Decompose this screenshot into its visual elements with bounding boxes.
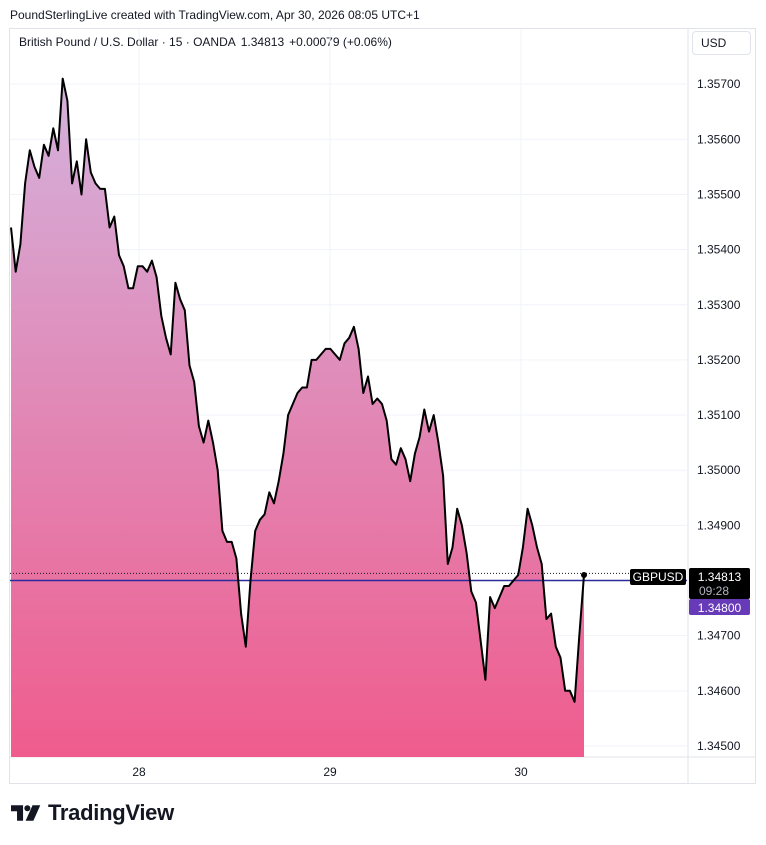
y-tick-label: 1.34900 bbox=[697, 518, 741, 532]
tradingview-logo-icon bbox=[11, 805, 41, 821]
legend-last-value: 1.34813 bbox=[240, 35, 285, 49]
y-tick-label: 1.35200 bbox=[697, 353, 741, 367]
price-axis: 1.35700 1.35600 1.35500 1.35400 1.35300 1.352… bbox=[697, 77, 741, 753]
y-tick-label: 1.35500 bbox=[697, 187, 741, 201]
price-area-fill bbox=[11, 78, 584, 758]
last-price-marker bbox=[581, 572, 587, 578]
y-tick-label: 1.35600 bbox=[697, 132, 741, 146]
current-price-text: 1.34813 bbox=[698, 570, 742, 584]
symbol-label-text: GBPUSD bbox=[633, 570, 684, 584]
chart-frame bbox=[9, 28, 756, 784]
tradingview-logo-text: TradingView bbox=[48, 800, 174, 825]
x-tick-label: 30 bbox=[514, 765, 528, 779]
legend-change: +0.00079 (+0.06%) bbox=[289, 35, 392, 49]
y-tick-label: 1.35000 bbox=[697, 463, 741, 477]
line-price-text: 1.34800 bbox=[698, 601, 742, 615]
y-tick-label: 1.34600 bbox=[697, 684, 741, 698]
line-price-label: 1.34800 bbox=[689, 599, 750, 615]
y-tick-label: 1.34700 bbox=[697, 629, 741, 643]
y-tick-label: 1.35700 bbox=[697, 77, 741, 91]
bar-countdown-text: 09:28 bbox=[699, 584, 729, 598]
legend-title: British Pound / U.S. Dollar · 15 · OANDA bbox=[19, 35, 236, 49]
symbol-label: GBPUSD bbox=[630, 569, 686, 585]
y-tick-label: 1.35100 bbox=[697, 408, 741, 422]
time-axis: 28 29 30 bbox=[132, 765, 528, 779]
x-tick-label: 28 bbox=[132, 765, 146, 779]
y-tick-label: 1.34500 bbox=[697, 739, 741, 753]
x-tick-label: 29 bbox=[323, 765, 337, 779]
y-tick-label: 1.35400 bbox=[697, 243, 741, 257]
y-tick-label: 1.35300 bbox=[697, 298, 741, 312]
currency-button[interactable]: USD bbox=[692, 31, 751, 55]
chart-attribution: PoundSterlingLive created with TradingVi… bbox=[10, 8, 420, 22]
series-legend: British Pound / U.S. Dollar · 15 · OANDA… bbox=[19, 35, 397, 49]
tradingview-logo[interactable]: TradingView bbox=[11, 800, 174, 826]
current-price-label: 1.34813 09:28 bbox=[689, 568, 750, 599]
price-line bbox=[10, 77, 585, 703]
